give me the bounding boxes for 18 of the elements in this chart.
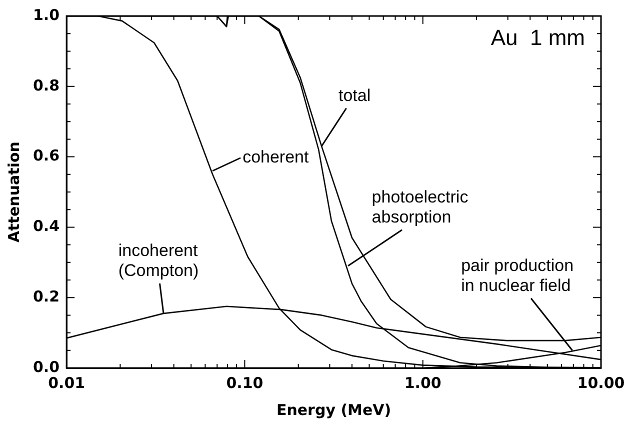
annotation: coherent <box>242 148 309 167</box>
annotation: Au 1 mm <box>490 25 585 50</box>
y-tick-label: 0.0 <box>32 358 60 376</box>
annotation: total <box>338 86 371 105</box>
x-tick-label: 1.00 <box>404 374 442 392</box>
y-tick-label: 0.8 <box>32 76 60 94</box>
y-axis-title: Attenuation <box>4 142 23 242</box>
annotation: incoherent (Compton) <box>118 241 199 280</box>
y-tick-label: 1.0 <box>32 6 60 24</box>
x-tick-label: 0.01 <box>48 374 86 392</box>
x-tick-label: 10.00 <box>577 374 625 392</box>
y-tick-label: 0.4 <box>32 217 60 236</box>
x-axis-title: Energy (MeV) <box>276 400 392 419</box>
annotation: pair production in nuclear field <box>461 256 574 296</box>
y-tick-label: 0.2 <box>32 287 60 306</box>
x-tick-label: 0.10 <box>226 374 264 392</box>
annotation: photoelectric absorption <box>372 188 469 227</box>
y-tick-label: 0.6 <box>32 146 60 165</box>
